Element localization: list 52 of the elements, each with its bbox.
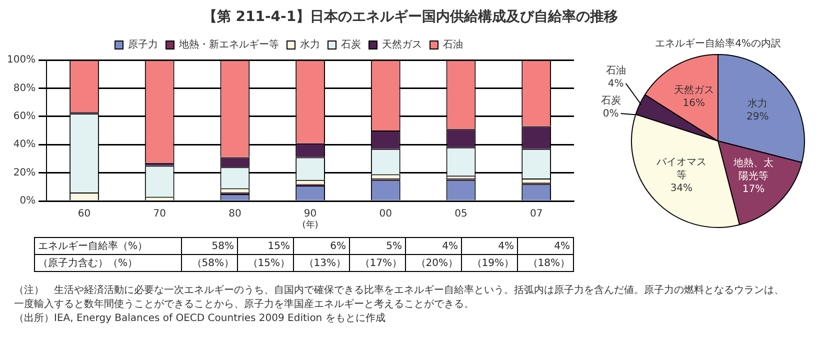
data-label: 17% bbox=[742, 184, 765, 196]
y-tick-label: 0% bbox=[20, 196, 36, 207]
data-label: 4% bbox=[608, 78, 624, 90]
x-axis-title: (年) bbox=[302, 219, 318, 230]
legend-label: 石油 bbox=[443, 38, 463, 51]
text: 4% bbox=[518, 238, 574, 254]
text: （20%） bbox=[406, 254, 462, 272]
chart-title: エネルギー自給率4%の内訳 bbox=[655, 38, 781, 50]
y-tick-label: 80% bbox=[13, 82, 36, 94]
x-tick-label: 05 bbox=[454, 208, 468, 220]
slice-label: 天然ガス bbox=[674, 84, 714, 96]
text: （13%） bbox=[294, 254, 350, 272]
text: 5% bbox=[350, 238, 406, 254]
text: （注） 生活や経済活動に必要な一次エネルギーのうち、自国内で確保できる比率をエネルギー自給率という。括弧内は原子力を含んだ値。原子力の燃料となるウランは、一度輸入すると数年間使うことができることから、原子力を準国産エネルギーと考えることができる。 bbox=[14, 284, 784, 312]
text: （15%） bbox=[238, 254, 294, 272]
text: 15% bbox=[238, 238, 294, 254]
data-label: 29% bbox=[746, 111, 769, 122]
category-label: 石炭 bbox=[600, 96, 621, 107]
text: 4% bbox=[462, 238, 518, 254]
slice-label: 石油 bbox=[606, 64, 626, 77]
slice-label: 水力 bbox=[748, 97, 768, 110]
x-tick-label: 60 bbox=[78, 208, 91, 220]
text: （19%） bbox=[462, 254, 518, 272]
text: （出所）IEA, Energy Balances of OECD Countries 2009 Edition をもとに作成 bbox=[14, 312, 386, 326]
y-tick-label: 100% bbox=[6, 54, 36, 66]
x-tick-label: 70 bbox=[153, 208, 166, 220]
data-label: 34% bbox=[670, 182, 693, 194]
text: （58%） bbox=[182, 254, 238, 272]
text: 0% bbox=[602, 108, 619, 120]
y-tick-label: 40% bbox=[13, 139, 36, 150]
x-tick-label: 00 bbox=[379, 208, 392, 220]
text: 4% bbox=[406, 238, 462, 254]
text: エネルギー自給率（%） bbox=[34, 238, 182, 254]
slice-label: バイオマス等 bbox=[655, 156, 706, 181]
legend-label: 地熱・新エネルギー等 bbox=[178, 38, 279, 51]
legend-label: 天然ガス bbox=[382, 38, 422, 51]
x-tick-label: 90 bbox=[304, 208, 317, 220]
legend-label: 原子力 bbox=[128, 38, 158, 51]
x-tick-label: 07 bbox=[530, 208, 543, 220]
text: 6% bbox=[294, 238, 350, 254]
legend-label: 水力 bbox=[300, 38, 320, 51]
y-tick-label: 20% bbox=[13, 167, 36, 178]
data-label: 16% bbox=[682, 98, 705, 110]
text: （原子力含む）（%） bbox=[34, 254, 182, 272]
text: （18%） bbox=[518, 254, 574, 272]
text: （17%） bbox=[350, 254, 406, 272]
chart-title: 【第 211-4-1】日本のエネルギー国内供給構成及び自給率の推移 bbox=[202, 8, 620, 26]
text: 58% bbox=[182, 238, 238, 254]
legend-label: 石炭 bbox=[341, 38, 361, 51]
y-tick-label: 60% bbox=[13, 110, 36, 122]
slice-label: 地熱、太陽光等 bbox=[732, 157, 774, 182]
x-tick-label: 80 bbox=[228, 208, 242, 220]
